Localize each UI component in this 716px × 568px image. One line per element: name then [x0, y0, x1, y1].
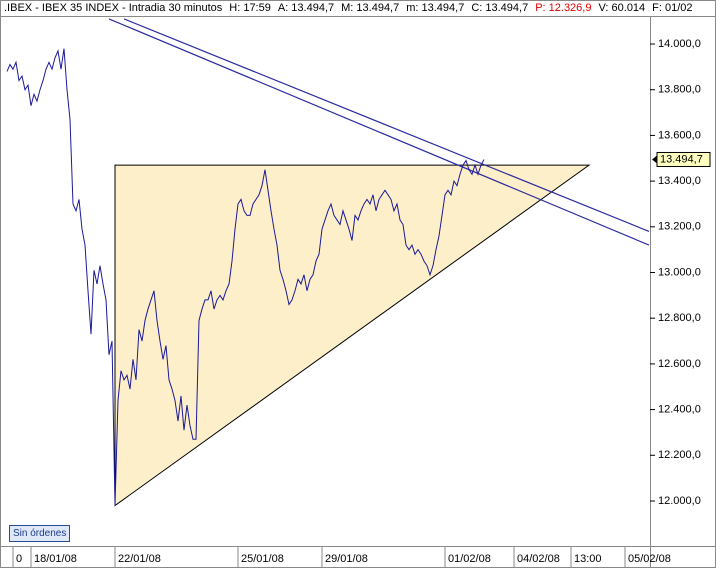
y-tick-label: 13.400,0 — [658, 175, 701, 187]
y-tick-label: 12.600,0 — [658, 358, 701, 370]
price-line — [6, 48, 485, 506]
title: .IBEX - IBEX 35 INDEX - Intradia 30 minu… — [4, 2, 223, 14]
x-tick-label: 01/02/08 — [448, 553, 491, 565]
x-tick-label: 0 — [16, 553, 22, 565]
trendline — [108, 18, 650, 246]
info-field: A: 13.494,7 — [277, 2, 335, 14]
y-tick-label: 14.000,0 — [658, 38, 701, 50]
x-tick-label: 18/01/08 — [34, 553, 77, 565]
x-tick-label: 05/02/08 — [628, 553, 671, 565]
y-tick-label: 12.400,0 — [658, 404, 701, 416]
y-tick-label: 13.800,0 — [658, 84, 701, 96]
info-field: m: 13.494,7 — [406, 2, 465, 14]
last-price-arrow — [652, 155, 657, 164]
x-tick-label: 29/01/08 — [325, 553, 368, 565]
y-tick-label: 12.800,0 — [658, 312, 701, 324]
y-tick-label: 13.200,0 — [658, 221, 701, 233]
header: .IBEX - IBEX 35 INDEX - Intradia 30 minu… — [0, 0, 716, 17]
info-field: F: 01/02 — [652, 2, 693, 14]
last-price-box — [656, 151, 711, 167]
info-field: C: 13.494,7 — [471, 2, 529, 14]
info-field: P: 12.326,9 — [535, 2, 592, 14]
x-tick-label: 25/01/08 — [241, 553, 284, 565]
info-field: V: 60.014 — [598, 2, 646, 14]
x-tick-label: 13:00 — [574, 553, 602, 565]
y-tick-label: 12.000,0 — [658, 495, 701, 507]
last-price-label: 13.494,7 — [660, 153, 703, 165]
orders-button[interactable]: Sin órdenes — [9, 525, 71, 542]
x-tick-label: 04/02/08 — [517, 553, 560, 565]
y-tick-label: 13.600,0 — [658, 129, 701, 141]
y-tick-label: 12.200,0 — [658, 449, 701, 461]
x-tick-label: 22/01/08 — [118, 553, 161, 565]
info-field: H: 17:59 — [229, 2, 271, 14]
info-field: M: 13.494,7 — [341, 2, 400, 14]
y-tick-label: 13.000,0 — [658, 266, 701, 278]
plot-area — [6, 18, 650, 507]
trendline — [123, 18, 650, 232]
